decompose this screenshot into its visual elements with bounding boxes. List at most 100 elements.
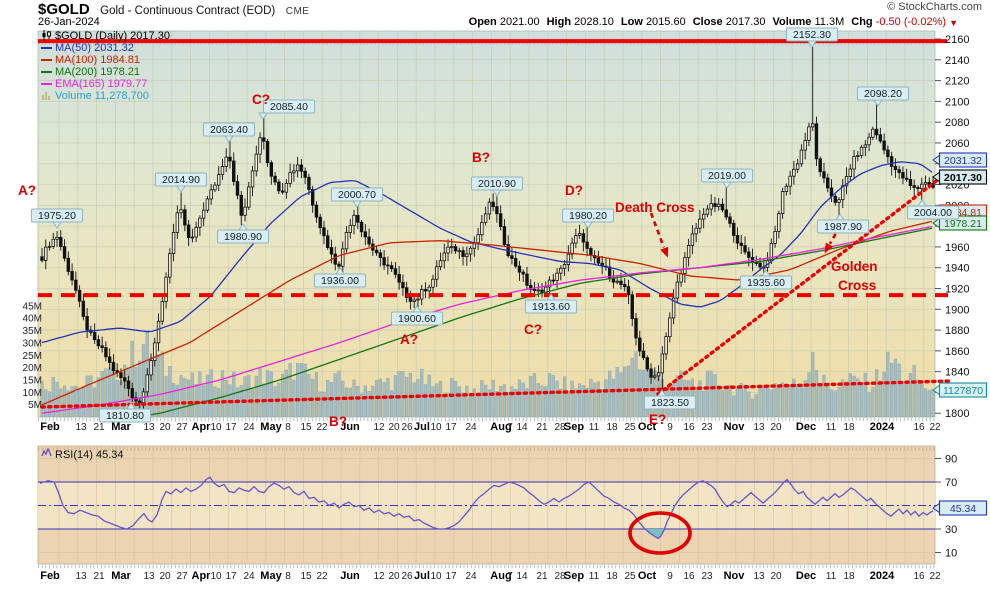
svg-text:Apr: Apr	[192, 570, 212, 582]
svg-text:24: 24	[243, 571, 255, 582]
price-bubble: 2000.70	[330, 187, 384, 208]
price-bubble: 2019.00	[700, 168, 754, 189]
svg-text:Nov: Nov	[724, 421, 746, 433]
svg-text:Death Cross: Death Cross	[615, 200, 695, 215]
price-bubble: 1936.00	[313, 267, 367, 288]
svg-text:22: 22	[929, 571, 941, 582]
svg-text:16: 16	[683, 571, 695, 582]
svg-text:15: 15	[300, 571, 312, 582]
rsi-panel	[38, 476, 935, 555]
svg-text:23: 23	[701, 571, 713, 582]
svg-text:10: 10	[430, 422, 442, 433]
price-label-bubbles: 1975.20 1810.80 2014.90 2063.40 2085.40 1980.…	[30, 27, 960, 423]
svg-text:14: 14	[516, 571, 528, 582]
rsi-oversold-circle	[628, 511, 692, 555]
svg-text:2085.40: 2085.40	[270, 101, 308, 113]
svg-text:2010.90: 2010.90	[478, 178, 516, 190]
svg-text:15: 15	[300, 422, 312, 433]
axis-value-box: 2017.30	[932, 169, 988, 185]
svg-text:10M: 10M	[23, 388, 42, 399]
svg-text:20: 20	[159, 422, 171, 433]
svg-text:Mar: Mar	[111, 570, 131, 582]
svg-text:1960: 1960	[945, 242, 969, 254]
svg-text:13: 13	[143, 422, 155, 433]
svg-text:May: May	[260, 570, 282, 582]
svg-text:1900: 1900	[945, 304, 969, 316]
svg-text:2031.32: 2031.32	[944, 155, 982, 167]
svg-text:Jul: Jul	[414, 421, 430, 433]
price-bubble: 2152.30	[785, 27, 839, 48]
axis-value-box: 1127870	[932, 382, 988, 398]
svg-text:22: 22	[316, 571, 328, 582]
svg-text:1823.50: 1823.50	[651, 397, 689, 409]
candlesticks	[40, 47, 935, 410]
svg-text:18: 18	[843, 571, 855, 582]
svg-text:2063.40: 2063.40	[210, 124, 248, 136]
svg-text:17: 17	[225, 571, 237, 582]
svg-text:26: 26	[401, 422, 413, 433]
svg-text:1800: 1800	[945, 408, 969, 420]
svg-text:A?: A?	[400, 332, 418, 347]
svg-text:2080: 2080	[945, 117, 969, 129]
svg-text:2019.00: 2019.00	[708, 170, 746, 182]
svg-text:May: May	[260, 421, 282, 433]
svg-text:22: 22	[929, 422, 941, 433]
svg-text:40M: 40M	[23, 314, 42, 325]
svg-text:45M: 45M	[23, 301, 42, 312]
svg-text:B?: B?	[329, 414, 347, 429]
moving-averages	[41, 161, 933, 418]
svg-text:Sep: Sep	[564, 570, 584, 582]
svg-text:A?: A?	[18, 183, 36, 198]
svg-text:2140: 2140	[945, 55, 969, 67]
svg-text:Jun: Jun	[340, 570, 360, 582]
svg-text:20: 20	[770, 422, 782, 433]
svg-text:Mar: Mar	[111, 421, 131, 433]
svg-text:24: 24	[243, 422, 255, 433]
svg-text:17: 17	[445, 422, 457, 433]
price-bubble: 1980.90	[216, 223, 270, 244]
price-bubble: 1823.50	[643, 389, 697, 410]
svg-text:25: 25	[624, 422, 636, 433]
svg-text:16: 16	[913, 571, 925, 582]
svg-text:28: 28	[554, 571, 566, 582]
svg-text:10: 10	[210, 571, 222, 582]
svg-text:B?: B?	[472, 150, 490, 165]
svg-text:13: 13	[753, 422, 765, 433]
svg-text:Aug: Aug	[490, 570, 511, 582]
svg-text:D?: D?	[565, 183, 583, 198]
svg-text:20: 20	[159, 571, 171, 582]
svg-text:5M: 5M	[28, 400, 42, 411]
svg-text:23: 23	[701, 422, 713, 433]
svg-text:15M: 15M	[23, 375, 42, 386]
svg-text:25: 25	[624, 571, 636, 582]
svg-text:13: 13	[143, 571, 155, 582]
price-bubble: 1913.60	[524, 293, 578, 314]
svg-text:9: 9	[667, 422, 673, 433]
price-bubble: 1935.60	[739, 269, 793, 290]
ma100-line	[41, 220, 933, 406]
svg-text:1127870: 1127870	[943, 385, 983, 397]
svg-text:1810.80: 1810.80	[106, 410, 144, 422]
svg-text:90: 90	[945, 454, 957, 466]
svg-text:30M: 30M	[23, 338, 42, 349]
ema165-line	[41, 225, 933, 414]
svg-text:21: 21	[536, 422, 548, 433]
svg-text:2060: 2060	[945, 138, 969, 150]
price-bubble: 2014.90	[154, 172, 208, 193]
svg-text:11: 11	[589, 422, 600, 433]
svg-text:13: 13	[75, 571, 87, 582]
svg-text:30: 30	[945, 524, 957, 536]
svg-text:Aug: Aug	[490, 421, 511, 433]
svg-text:10: 10	[430, 571, 442, 582]
rsi-line	[39, 476, 934, 540]
svg-text:Sep: Sep	[564, 421, 584, 433]
svg-text:1978.21: 1978.21	[944, 218, 982, 230]
svg-text:1935.60: 1935.60	[747, 277, 785, 289]
svg-text:25M: 25M	[23, 351, 42, 362]
svg-text:Jun: Jun	[340, 421, 360, 433]
svg-text:Cross: Cross	[838, 278, 876, 293]
price-bubble: 1987.90	[816, 213, 870, 234]
price-bubble: 1980.20	[561, 208, 615, 229]
